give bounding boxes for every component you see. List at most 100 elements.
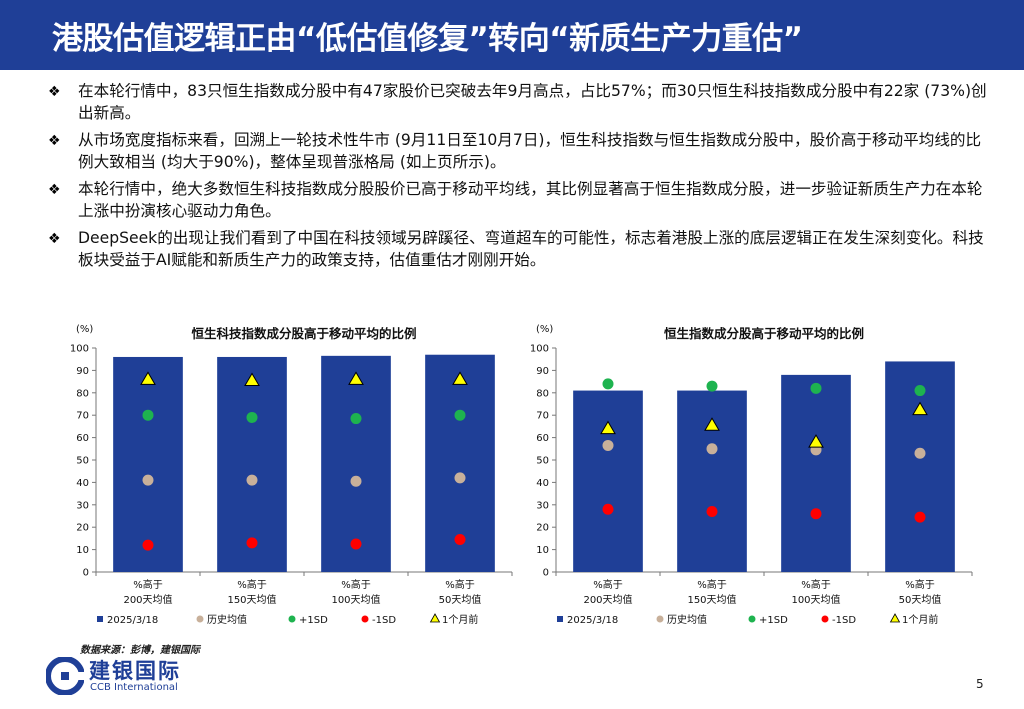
data-point (706, 506, 718, 518)
y-tick-label: 60 (536, 433, 549, 444)
y-tick-label: 100 (530, 344, 549, 355)
y-tick-label: 40 (536, 478, 549, 489)
y-axis-unit: (%) (536, 324, 553, 335)
page-title: 港股估值逻辑正由“低估值修复”转向“新质生产力重估” (52, 21, 803, 57)
legend-swatch (429, 613, 441, 623)
data-point (142, 474, 154, 486)
bullet-text: DeepSeek的出现让我们看到了中国在科技领域另辟蹊径、弯道超车的可能性，标志… (78, 229, 984, 269)
x-tick-label: %高于 (593, 578, 623, 591)
bar (321, 355, 391, 572)
x-tick-label: %高于 (445, 578, 475, 591)
legend-label: +1SD (759, 615, 788, 626)
bullet-item: ❖ 在本轮行情中，83只恒生指数成分股中有47家股价已突破去年9月高点，占比57… (48, 80, 994, 124)
bar (573, 390, 643, 572)
x-tick-label: %高于 (697, 578, 727, 591)
chart-title: 恒生指数成分股高于移动平均的比例 (664, 326, 864, 341)
legend-swatch (821, 615, 829, 623)
bullet-text: 从市场宽度指标来看，回溯上一轮技术性牛市 (9月11日至10月7日)，恒生科技指… (78, 131, 982, 171)
legend-label: -1SD (832, 615, 856, 626)
source-note: 数据来源：彭博，建银国际 (80, 645, 200, 656)
y-tick-label: 40 (76, 478, 89, 489)
bullet-text: 在本轮行情中，83只恒生指数成分股中有47家股价已突破去年9月高点，占比57%；… (78, 82, 987, 122)
y-tick-label: 50 (536, 456, 549, 467)
data-point (914, 511, 926, 523)
y-tick-label: 0 (83, 568, 89, 579)
legend-label: +1SD (299, 615, 328, 626)
legend-label: 历史均值 (667, 613, 707, 626)
diamond-bullet-icon: ❖ (48, 231, 61, 247)
diamond-bullet-icon: ❖ (48, 84, 61, 100)
legend-label: -1SD (372, 615, 396, 626)
bar (781, 374, 851, 572)
data-point (602, 439, 614, 451)
y-tick-label: 20 (536, 523, 549, 534)
logo-text-cn: 建银国际 (89, 659, 181, 683)
bullet-item: ❖ 本轮行情中，绝大多数恒生科技指数成分股股价已高于移动平均线，其比例显著高于恒… (48, 178, 994, 222)
data-point (454, 534, 466, 546)
x-tick-label: %高于 (237, 578, 267, 591)
company-logo: 建银国际 CCB International (46, 657, 246, 697)
legend-label: 2025/3/18 (567, 615, 618, 626)
legend-swatch (97, 616, 103, 622)
data-point (810, 382, 822, 394)
page-number: 5 (976, 677, 984, 691)
bar (217, 356, 287, 572)
data-point (914, 447, 926, 459)
legend-label: 2025/3/18 (107, 615, 158, 626)
bullet-item: ❖ DeepSeek的出现让我们看到了中国在科技领域另辟蹊径、弯道超车的可能性，… (48, 227, 994, 271)
data-point (350, 413, 362, 425)
data-point (602, 503, 614, 515)
chart-title: 恒生科技指数成分股高于移动平均的比例 (191, 326, 416, 341)
x-tick-label: 100天均值 (791, 593, 840, 606)
y-tick-label: 80 (76, 388, 89, 399)
y-tick-label: 10 (536, 545, 549, 556)
legend-swatch (196, 615, 204, 623)
y-tick-label: 70 (76, 411, 89, 422)
y-tick-label: 30 (76, 500, 89, 511)
x-tick-label: %高于 (905, 578, 935, 591)
x-tick-label: 200天均值 (123, 593, 172, 606)
bar (885, 361, 955, 572)
data-point (706, 443, 718, 455)
data-point (246, 537, 258, 549)
data-point (246, 411, 258, 423)
legend-swatch (361, 615, 369, 623)
data-point (142, 539, 154, 551)
legend-label: 历史均值 (207, 613, 247, 626)
y-tick-label: 70 (536, 411, 549, 422)
data-point-triangle (808, 434, 824, 448)
x-tick-label: %高于 (133, 578, 163, 591)
y-tick-label: 10 (76, 545, 89, 556)
legend-label: 1个月前 (442, 613, 478, 626)
data-point-triangle (348, 371, 364, 385)
data-point (454, 409, 466, 421)
data-point (810, 508, 822, 520)
logo-text-en: CCB International (90, 682, 178, 693)
ccb-logo-icon (46, 657, 84, 695)
y-tick-label: 50 (76, 456, 89, 467)
data-point-triangle (244, 372, 260, 386)
y-tick-label: 60 (76, 433, 89, 444)
y-tick-label: 30 (536, 500, 549, 511)
data-point (142, 409, 154, 421)
legend-swatch (889, 613, 901, 623)
legend-swatch (557, 616, 563, 622)
y-tick-label: 80 (536, 388, 549, 399)
data-point-triangle (140, 371, 156, 385)
x-tick-label: %高于 (341, 578, 371, 591)
y-tick-label: 0 (543, 568, 549, 579)
chart-hstech-ma-ratio: 恒生科技指数成分股高于移动平均的比例 (%) 0 10 20 30 40 50 60 70 80 90… (70, 324, 513, 626)
data-point (350, 475, 362, 487)
data-point (246, 474, 258, 486)
data-point (350, 538, 362, 550)
x-tick-label: %高于 (801, 578, 831, 591)
x-tick-label: 200天均值 (583, 593, 632, 606)
data-point (914, 385, 926, 397)
legend-swatch (656, 615, 664, 623)
x-tick-label: 50天均值 (899, 593, 942, 606)
y-tick-label: 100 (70, 344, 89, 355)
legend-swatch (748, 615, 756, 623)
data-point-triangle (452, 371, 468, 385)
bullet-text: 本轮行情中，绝大多数恒生科技指数成分股股价已高于移动平均线，其比例显著高于恒生指… (78, 180, 983, 220)
x-tick-label: 150天均值 (227, 593, 276, 606)
